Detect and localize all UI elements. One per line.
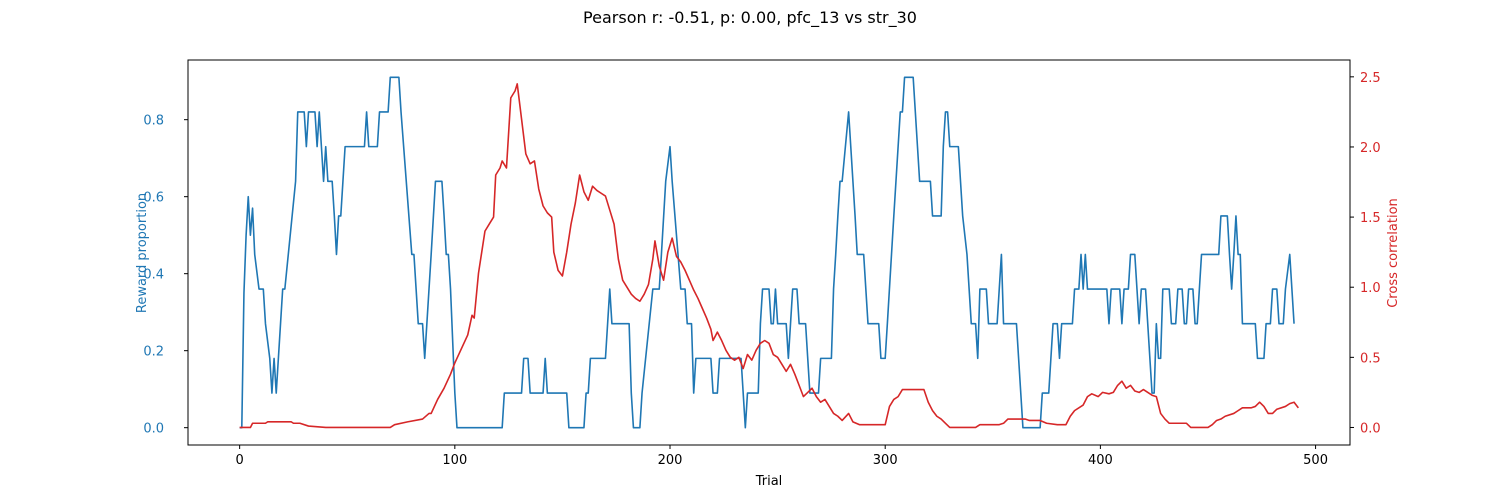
y-left-tick-label: 0.0 bbox=[143, 422, 164, 437]
y-right-tick-label: 1.0 bbox=[1360, 281, 1381, 296]
plot-frame bbox=[187, 59, 1351, 446]
x-tick-label: 0 bbox=[236, 453, 244, 468]
chart-title: Pearson r: -0.51, p: 0.00, pfc_13 vs str… bbox=[583, 8, 917, 28]
x-tick-label: 100 bbox=[442, 453, 467, 468]
y-right-tick-label: 0.0 bbox=[1360, 421, 1381, 436]
y-right-tick-label: 2.0 bbox=[1360, 141, 1381, 156]
x-axis-label: Trial bbox=[755, 474, 783, 489]
y-left-tick-label: 0.8 bbox=[143, 114, 164, 129]
y-left-tick-label: 0.6 bbox=[143, 191, 164, 206]
y-left-axis-label: Reward proportion bbox=[135, 193, 150, 313]
x-tick-label: 400 bbox=[1088, 453, 1113, 468]
y-left-tick-label: 0.4 bbox=[143, 268, 164, 283]
x-tick-label: 500 bbox=[1303, 453, 1328, 468]
reward-proportion-series-line bbox=[239, 76, 1295, 429]
y-right-tick-label: 0.5 bbox=[1360, 351, 1381, 366]
series-layer bbox=[239, 76, 1299, 429]
y-left-tick-label: 0.2 bbox=[143, 345, 164, 360]
y-right-tick-label: 1.5 bbox=[1360, 211, 1381, 226]
y-right-tick-label: 2.5 bbox=[1360, 71, 1381, 86]
cross-correlation-series-line bbox=[239, 83, 1299, 429]
x-tick-label: 300 bbox=[873, 453, 898, 468]
x-tick-label: 200 bbox=[658, 453, 683, 468]
y-right-axis-label: Cross correlation bbox=[1386, 198, 1401, 308]
axes-layer: 0 100 200 300 400 500 0.0 0.2 0.4 0.6 0.8 0.0 0.5 1.0… bbox=[143, 71, 1380, 468]
